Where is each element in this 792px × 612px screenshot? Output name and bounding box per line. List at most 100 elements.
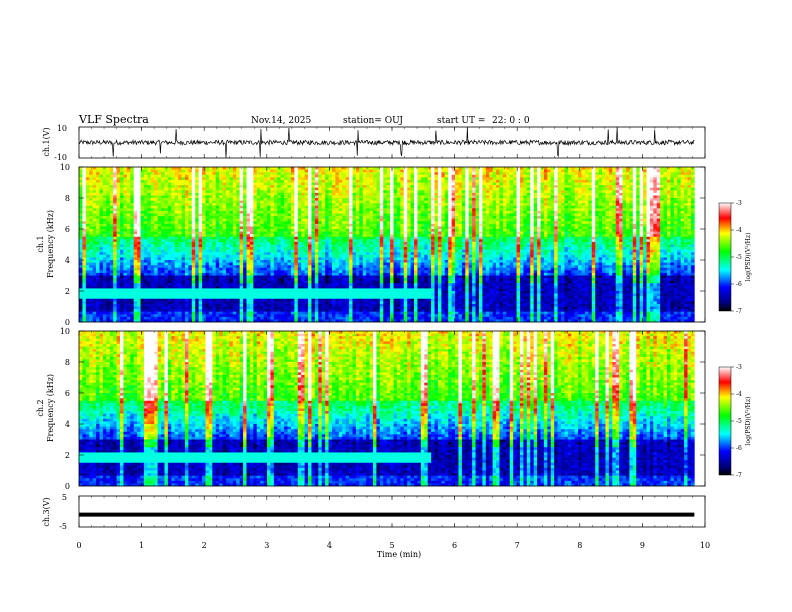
spectrogram-cell — [287, 208, 292, 212]
spectrogram-cell — [284, 296, 288, 300]
spectrogram-cell — [208, 265, 213, 269]
spectrogram-cell — [355, 205, 360, 209]
spectrogram-cell — [294, 280, 299, 284]
spectrogram-cell — [212, 208, 217, 212]
spectrogram-cell — [301, 231, 305, 235]
spectrogram-cell — [236, 293, 240, 297]
spectrogram-cell — [161, 205, 165, 209]
spectrogram-cell — [232, 306, 237, 310]
spectrogram-cell — [260, 208, 264, 212]
spectrogram-cell — [290, 298, 295, 302]
spectrogram-cell — [229, 247, 234, 250]
spectrogram-cell — [318, 254, 323, 258]
spectrogram-cell — [243, 252, 247, 256]
spectrogram-cell — [359, 257, 364, 261]
spectrogram-cell — [232, 213, 237, 217]
spectrogram-cell — [284, 241, 288, 245]
spectrogram-cell — [109, 262, 114, 266]
spectrogram-cell — [113, 296, 117, 300]
spectrogram-cell — [215, 182, 220, 186]
spectrogram-cell — [249, 169, 254, 173]
spectrogram-cell — [328, 174, 333, 178]
spectrogram-cell — [106, 226, 111, 230]
spectrogram-cell — [301, 306, 305, 310]
spectrogram-cell — [226, 316, 230, 320]
spectrogram-cell — [342, 234, 346, 238]
spectrogram-cell — [99, 185, 104, 188]
spectrogram-cell — [202, 179, 206, 183]
spectrogram-cell — [85, 172, 90, 176]
spectrogram-cell — [342, 316, 346, 320]
spectrogram-cell — [352, 252, 357, 256]
spectrogram-cell — [123, 241, 128, 245]
spectrogram-cell — [195, 172, 199, 176]
spectrogram-cell — [349, 213, 353, 217]
spectrogram-cell — [239, 203, 244, 207]
spectrogram-cell — [359, 291, 364, 294]
spectrogram-cell — [270, 229, 275, 232]
spectrogram-cell — [164, 182, 169, 186]
spectrogram-cell — [253, 283, 258, 287]
spectrogram-cell — [294, 285, 299, 289]
spectrogram-cell — [157, 301, 162, 305]
spectrogram-cell — [263, 223, 268, 227]
spectrogram-cell — [301, 272, 305, 276]
spectrogram-cell — [140, 169, 145, 173]
spectrogram-cell — [331, 311, 336, 315]
spectrogram-cell — [280, 260, 285, 263]
spectrogram-cell — [342, 303, 346, 307]
spectrogram-cell — [263, 210, 268, 214]
spectrogram-cell — [109, 311, 114, 315]
spectrogram-cell — [314, 301, 319, 305]
spectrogram-cell — [287, 254, 292, 258]
spectrogram-cell — [116, 198, 121, 201]
spectrogram-cell — [253, 252, 258, 256]
spectrogram-cell — [277, 293, 281, 297]
spectrogram-cell — [130, 275, 134, 279]
spectrogram-cell — [79, 210, 83, 214]
spectrogram-cell — [232, 260, 237, 263]
spectrogram-cell — [226, 192, 230, 196]
spectrogram-cell — [229, 234, 234, 238]
spectrogram-cell — [297, 187, 302, 191]
spectrogram-cell — [352, 254, 357, 258]
spectrogram-cell — [355, 210, 360, 214]
spectrogram-cell — [249, 314, 254, 318]
spectrogram-cell — [246, 298, 251, 302]
spectrogram-cell — [352, 234, 357, 238]
spectrogram-cell — [277, 185, 281, 188]
spectrogram-cell — [314, 210, 319, 214]
spectrogram-cell — [243, 296, 247, 300]
spectrogram-cell — [243, 200, 247, 204]
spectrogram-cell — [147, 252, 152, 256]
spectrogram-cell — [96, 229, 100, 232]
spectrogram-cell — [167, 239, 172, 243]
spectrogram-cell — [215, 218, 220, 222]
spectrogram-cell — [249, 257, 254, 261]
spectrogram-cell — [116, 208, 121, 212]
spectrogram-cell — [147, 190, 152, 194]
spectrogram-cell — [113, 257, 117, 261]
spectrogram-cell — [260, 221, 264, 225]
spectrogram-cell — [184, 288, 189, 292]
spectrogram-cell — [85, 182, 90, 186]
spectrogram-cell — [287, 285, 292, 289]
spectrogram-cell — [130, 179, 134, 183]
spectrogram-cell — [85, 272, 90, 276]
spectrogram-cell — [89, 283, 93, 287]
spectrogram-cell — [287, 234, 292, 238]
spectrogram-cell — [150, 257, 155, 261]
spectrogram-cell — [208, 218, 213, 222]
spectrogram-cell — [226, 218, 230, 222]
spectrogram-cell — [188, 208, 193, 212]
spectrogram-cell — [253, 167, 258, 170]
spectrogram-cell — [311, 187, 316, 191]
spectrogram-cell — [147, 306, 152, 310]
spectrogram-cell — [92, 179, 97, 183]
spectrogram-cell — [290, 241, 295, 245]
spectrogram-cell — [246, 185, 251, 188]
spectrogram-cell — [270, 309, 275, 312]
spectrogram-cell — [270, 272, 275, 276]
spectrogram-cell — [181, 257, 186, 261]
spectrogram-cell — [355, 314, 360, 318]
